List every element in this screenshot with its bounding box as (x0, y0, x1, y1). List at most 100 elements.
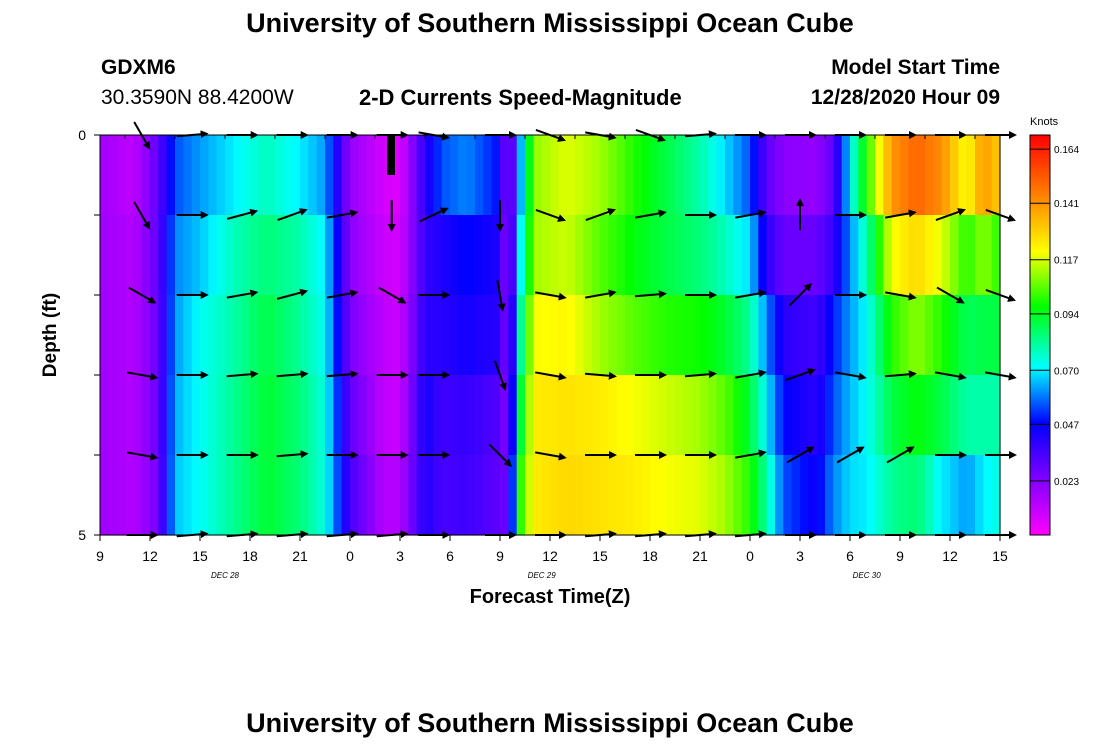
heatmap-cell (550, 455, 559, 536)
heatmap-cell (741, 375, 751, 456)
heatmap-cell (300, 215, 309, 296)
heatmap-cell (466, 135, 476, 216)
current-vector-arrow (378, 286, 407, 304)
heatmap-cell (391, 135, 401, 216)
heatmap-cell (725, 375, 734, 456)
heatmap-cell (708, 135, 718, 216)
heatmap-cell (975, 295, 984, 376)
heatmap-cell (650, 215, 659, 296)
heatmap-cell (925, 455, 934, 536)
heatmap-cell (950, 375, 959, 456)
heatmap-cell (275, 215, 284, 296)
heatmap-cell (200, 455, 209, 536)
heatmap-cell (666, 215, 676, 296)
heatmap-cell (350, 375, 359, 456)
heatmap-cell (141, 455, 151, 536)
heatmap-cell (333, 135, 343, 216)
heatmap-cell (683, 455, 693, 536)
heatmap-cell (725, 455, 734, 536)
heatmap-cell (166, 215, 176, 296)
heatmap-cell (425, 215, 434, 296)
heatmap-cell (966, 295, 976, 376)
heatmap-cell (808, 375, 818, 456)
current-vector-arrow (635, 290, 667, 299)
heatmap-cell (841, 215, 851, 296)
heatmap-cell (733, 455, 743, 536)
x-tick-label: 9 (496, 548, 504, 564)
heatmap-cell (616, 455, 626, 536)
heatmap-cell (200, 295, 209, 376)
heatmap-cell (908, 455, 918, 536)
heatmap-cell (508, 455, 518, 536)
heatmap-cell (308, 455, 318, 536)
heatmap-cell (241, 375, 251, 456)
heatmap-cell (933, 135, 943, 216)
heatmap-cell (983, 295, 993, 376)
heatmap-cell (616, 295, 626, 376)
heatmap-cell (808, 215, 818, 296)
heatmap-cell (825, 135, 834, 216)
heatmap-cell (458, 295, 468, 376)
heatmap-cell (758, 215, 768, 296)
heatmap-cell (891, 375, 901, 456)
current-vector-arrow (488, 443, 513, 468)
heatmap-cell (133, 215, 143, 296)
heatmap-cell (633, 215, 643, 296)
heatmap-cell (733, 295, 743, 376)
heatmap-cell (216, 375, 226, 456)
current-vector-arrow (635, 209, 667, 219)
colorbar-unit: Knots (1030, 116, 1059, 128)
heatmap-cell (391, 455, 401, 536)
heatmap-cell (900, 455, 909, 536)
heatmap-cell (416, 455, 426, 536)
heatmap-cell (125, 455, 134, 536)
heatmap-cell (866, 215, 876, 296)
station-coordinates: 30.3590N 88.4200W (101, 86, 294, 109)
heatmap-cell (858, 135, 868, 216)
heatmap-cell (516, 135, 526, 216)
heatmap-cell (100, 215, 109, 296)
heatmap-cell (533, 455, 543, 536)
heatmap-cell (466, 375, 476, 456)
x-tick-label: 0 (346, 548, 354, 564)
heatmap-cell (183, 375, 193, 456)
y-axis-label: Depth (ft) (40, 293, 61, 377)
heatmap-cell (350, 295, 359, 376)
heatmap-cell (116, 135, 126, 216)
heatmap-cell (325, 135, 334, 216)
heatmap-cell (241, 135, 251, 216)
x-tick-label: 15 (592, 548, 608, 564)
heatmap-cell (675, 375, 684, 456)
heatmap-cell (891, 295, 901, 376)
heatmap-cell (216, 215, 226, 296)
heatmap-cell (708, 295, 718, 376)
heatmap-cell (991, 455, 1001, 536)
heatmap-cell (258, 215, 268, 296)
x-tick-label: 18 (642, 548, 658, 564)
heatmap-cell (116, 375, 126, 456)
x-tick-label: 15 (192, 548, 208, 564)
heatmap-cell (691, 455, 701, 536)
current-vector-arrow (788, 282, 813, 307)
heatmap-cell (516, 295, 526, 376)
heatmap-cell (650, 375, 659, 456)
colorbar-tick-label: 0.023 (1054, 477, 1079, 488)
heatmap-cell (241, 215, 251, 296)
heatmap-cell (816, 455, 826, 536)
heatmap-cell (100, 135, 109, 216)
heatmap-cell (958, 295, 968, 376)
heatmap-cell (925, 375, 934, 456)
heatmap-cell (783, 375, 793, 456)
current-vector-arrow (276, 288, 309, 300)
heatmap-cell (275, 375, 284, 456)
heatmap-cell (750, 215, 759, 296)
heatmap-cell (883, 215, 893, 296)
heatmap-cell (808, 135, 818, 216)
heatmap-cell (425, 135, 434, 216)
heatmap-cell (850, 295, 859, 376)
heatmap-cell (991, 135, 1001, 216)
current-vector-arrow (535, 291, 567, 301)
heatmap-cell (475, 135, 484, 216)
heatmap-cell (683, 135, 693, 216)
heatmap-cell (133, 135, 143, 216)
